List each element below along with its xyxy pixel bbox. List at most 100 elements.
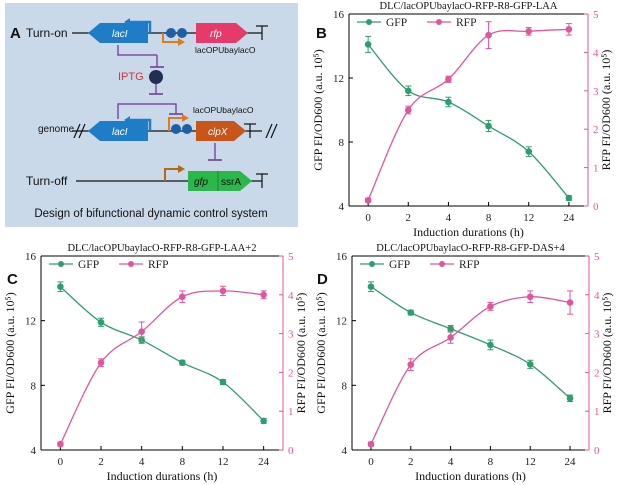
right-y-tick-label: 2 (593, 124, 599, 136)
rfp-data-point (525, 27, 533, 35)
rfp-data-point (566, 299, 574, 306)
pubay-promoter-2 (168, 117, 182, 131)
x-axis-label: Induction durations (h) (415, 469, 526, 483)
panel-a-letter: A (10, 25, 21, 42)
left-y-tick-label: 4 (339, 201, 345, 213)
gfp-data-point (447, 325, 454, 333)
rfp-label: rfp (210, 29, 222, 40)
rfp-data-point (565, 26, 573, 33)
rfp-legend-label: RFP (456, 17, 476, 29)
gfp-data-point (525, 148, 533, 155)
rfp-data-point (179, 293, 186, 301)
x-tick-label: 0 (365, 212, 371, 224)
panel-letter: D (317, 271, 328, 288)
right-y-tick-label: 3 (593, 86, 599, 98)
right-y-tick-label: 5 (594, 251, 600, 263)
x-tick-label: 0 (368, 456, 374, 468)
laco-operator-1b (177, 28, 187, 38)
turn-off-label: Turn-off (26, 174, 68, 188)
x-tick-label: 8 (486, 212, 492, 224)
rfp-legend-marker (439, 261, 445, 267)
x-tick-label: 12 (217, 456, 228, 468)
left-y-tick-label: 16 (336, 251, 348, 263)
clpx-gene (196, 121, 246, 141)
panel-d-chart: DDLC/lacOPUbaylacO-RFP-R8-GFP-DAS+448121… (314, 243, 614, 483)
laci-gene-2 (88, 121, 148, 141)
laci-repression-line-2 (117, 103, 177, 119)
left-y-tick-label: 8 (339, 137, 345, 149)
gfp-legend-label: GFP (389, 259, 410, 271)
right-y-tick-label: 0 (594, 445, 600, 457)
rfp-data-point (364, 196, 372, 204)
gfp-data-point (97, 318, 105, 326)
right-y-tick-label: 4 (594, 290, 600, 302)
right-y-axis-label: RFP FI/OD600 (a.u. 10⁵) (600, 293, 614, 414)
right-y-axis-label: RFP FI/OD600 (a.u. 10⁵) (294, 293, 308, 414)
rfp-data-point (487, 303, 494, 310)
rfp-data-point (445, 75, 452, 83)
right-y-tick-label: 5 (593, 9, 599, 21)
chart-title: DLC/lacOPUbaylacO-RFP-R8-GFP-LAA (380, 1, 558, 12)
gfp-legend-marker (366, 19, 372, 25)
panel-c-chart: CDLC/lacOPUbaylacO-RFP-R8-GFP-LAA+248121… (3, 243, 308, 483)
genome-break-right (265, 123, 278, 139)
right-y-tick-label: 1 (288, 406, 294, 418)
rfp-data-point (407, 361, 415, 368)
right-y-tick-label: 3 (288, 329, 294, 341)
rfp-data-point (404, 106, 412, 114)
rfp-legend-marker (128, 261, 134, 267)
laco-operator-1a (166, 28, 176, 38)
gfp-data-point (364, 41, 372, 48)
x-tick-label: 12 (525, 456, 536, 468)
left-y-axis-label: GFP FI/OD600 (a.u. 10⁵) (311, 49, 325, 170)
left-y-tick-label: 12 (333, 73, 344, 85)
clpx-label: clpX (208, 127, 228, 138)
rfp-data-point (526, 293, 534, 301)
gfp-data-point (219, 378, 227, 386)
rfp-data-point (260, 291, 267, 299)
gfp-data-point (445, 98, 452, 106)
rfp-gene (196, 23, 248, 43)
gfp-promoter (164, 168, 178, 181)
rfp-data-point (447, 334, 454, 341)
panel-a-caption: Design of bifunctional dynamic control s… (34, 208, 267, 220)
ssra-label: ssrA (221, 177, 241, 188)
rfp-data-point (367, 440, 375, 448)
x-tick-label: 8 (488, 456, 494, 468)
right-y-tick-label: 0 (593, 201, 599, 213)
gfp-data-point (179, 359, 186, 367)
panel-a-schematic: A Turn-on lacI rfp lacOPUbaylacO IPTG ge… (5, 3, 298, 227)
gfp-series-line (370, 286, 571, 399)
laci-gene-1 (88, 23, 148, 43)
genome-break-left (73, 123, 86, 139)
left-y-axis-label: GFP FI/OD600 (a.u. 10⁵) (314, 292, 328, 413)
rfp-legend-label: RFP (459, 259, 479, 271)
right-y-tick-label: 1 (593, 163, 599, 175)
turn-on-label: Turn-on (26, 26, 68, 40)
x-tick-label: 4 (446, 212, 452, 224)
gfp-legend-marker (58, 261, 64, 267)
promoter-label-1: lacOPUbaylacO (195, 45, 256, 55)
x-tick-label: 0 (58, 456, 64, 468)
x-tick-label: 8 (180, 456, 186, 468)
laco-operator-2a (171, 124, 181, 134)
right-y-axis-label: RFP FI/OD600 (a.u. 10⁵) (599, 50, 613, 171)
right-y-tick-label: 0 (288, 445, 294, 457)
gfp-legend-marker (369, 261, 375, 267)
chart-title: DLC/lacOPUbaylacO-RFP-R8-GFP-LAA+2 (67, 243, 256, 254)
gfp-data-point (367, 283, 375, 291)
rfp-data-point (97, 359, 105, 367)
gfp-gene (188, 171, 218, 191)
genome-label: genome (38, 124, 75, 135)
left-y-tick-label: 12 (336, 316, 347, 328)
rfp-data-point (138, 328, 145, 335)
rfp-series-line (370, 296, 571, 445)
right-y-tick-label: 2 (288, 367, 294, 379)
laci-promoter-1 (130, 20, 152, 33)
right-y-tick-label: 3 (594, 329, 600, 341)
right-y-tick-label: 1 (594, 406, 600, 418)
gfp-data-point (404, 87, 412, 95)
left-y-tick-label: 12 (25, 316, 36, 328)
laci-promoter-2 (130, 118, 152, 131)
